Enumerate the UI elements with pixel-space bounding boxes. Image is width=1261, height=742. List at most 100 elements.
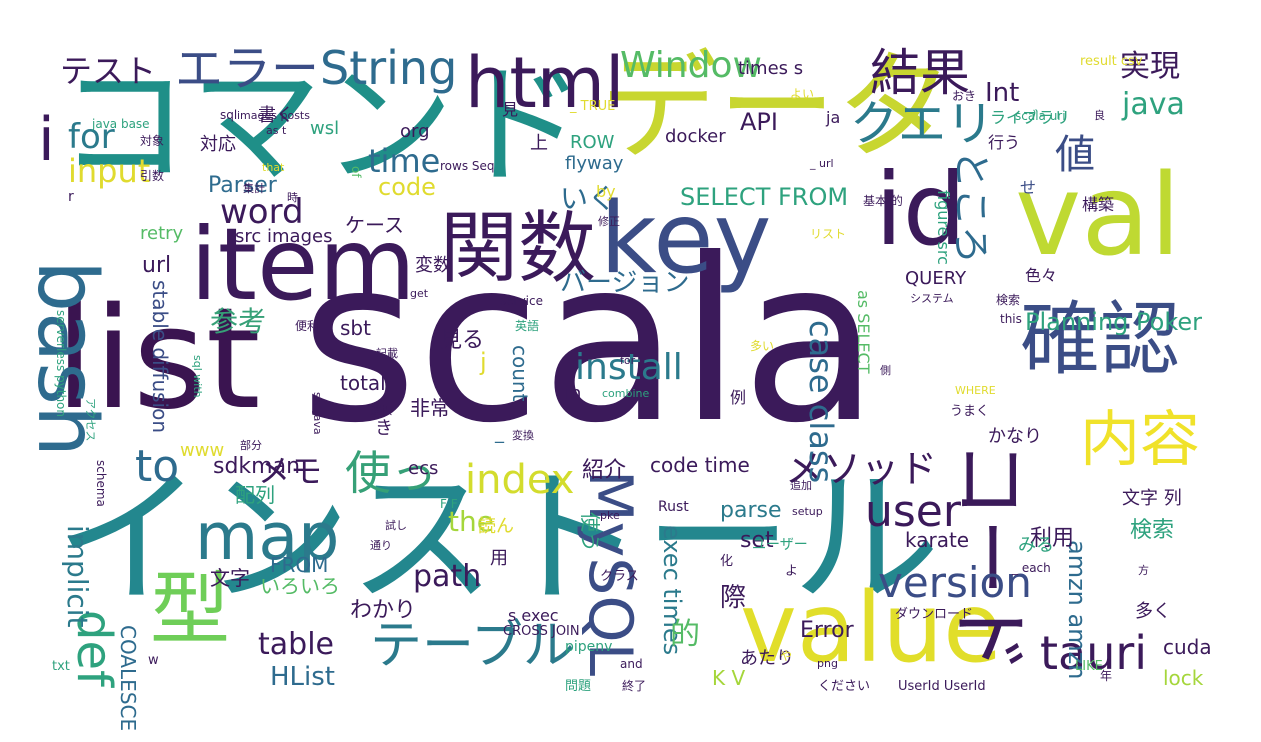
- word-52: Planning Poker: [1025, 308, 1202, 336]
- word-66: 際: [720, 583, 747, 613]
- word-182: png: [817, 657, 838, 670]
- word-141: 年: [1100, 669, 1113, 683]
- word-57: API: [740, 108, 778, 136]
- word-197: 上: [530, 133, 548, 154]
- word-148: scala uri: [1015, 109, 1066, 123]
- word-187: schema: [94, 460, 108, 507]
- word-51: 参考: [210, 305, 267, 338]
- word-87: count: [508, 345, 532, 402]
- word-146: _ TRUE: [570, 99, 616, 114]
- word-93: いろいろ: [260, 574, 340, 598]
- word-106: wsl: [310, 118, 340, 139]
- word-138: 終了: [622, 679, 647, 693]
- word-120: 変数: [415, 255, 451, 276]
- word-118: as SELECT: [854, 290, 873, 374]
- word-190: 良: [1094, 109, 1105, 122]
- word-50: Int: [985, 78, 1020, 108]
- word-42: java: [1122, 87, 1185, 122]
- word-31: version: [878, 558, 1032, 607]
- word-113: ライブラリ: [990, 108, 1071, 127]
- word-117: QUERY: [905, 268, 967, 289]
- word-194: r: [68, 189, 74, 205]
- word-164: 選択: [370, 404, 392, 417]
- word-186: 通り: [370, 539, 392, 552]
- word-49: メモ: [258, 452, 323, 490]
- word-2: コマンド: [58, 49, 586, 203]
- word-137: and: [620, 657, 643, 671]
- word-189: おき: [952, 89, 977, 103]
- word-15: html: [465, 42, 625, 124]
- word-90: www: [180, 440, 225, 461]
- word-145: result csv: [1080, 54, 1143, 69]
- word-151: 引数: [140, 169, 165, 183]
- word-104: ROW: [570, 132, 615, 153]
- word-153: as t: [266, 124, 287, 137]
- word-178: setup: [792, 505, 823, 518]
- word-95: 読ん: [478, 516, 514, 537]
- word-86: total: [340, 371, 386, 395]
- word-67: Error: [800, 618, 854, 643]
- word-83: retry: [140, 223, 184, 244]
- word-46: table: [258, 627, 334, 662]
- word-116: 色々: [1025, 266, 1058, 285]
- word-88: 非常: [410, 396, 450, 420]
- word-13: 関数: [440, 204, 597, 294]
- word-101: 多く: [1135, 601, 1171, 622]
- word-161: 便利: [295, 319, 320, 333]
- word-199: や: [780, 649, 793, 663]
- word-61: url: [142, 253, 172, 278]
- word-143: sql: [220, 108, 238, 122]
- word-132: クラス: [600, 569, 639, 584]
- word-4: データ: [600, 38, 955, 176]
- word-94: 使う: [578, 512, 602, 552]
- word-127: CROSS JOIN: [503, 624, 580, 639]
- word-75: cuda: [1163, 635, 1212, 659]
- word-20: テーブル: [370, 616, 575, 676]
- word-109: times s: [738, 58, 804, 79]
- word-29: to: [135, 441, 180, 492]
- word-79: lock: [1163, 666, 1204, 690]
- word-85: sbt: [340, 316, 371, 340]
- word-183: _ each: [1012, 561, 1051, 575]
- word-125: Rust: [658, 499, 689, 515]
- word-84: src images: [235, 226, 333, 247]
- word-172: システム: [910, 292, 954, 305]
- word-184: 方: [1138, 564, 1149, 577]
- word-144: images posts: [237, 109, 310, 122]
- word-198: _: [495, 423, 504, 444]
- word-28: index: [465, 457, 575, 503]
- word-96: 用: [490, 548, 508, 569]
- word-169: combine: [602, 387, 650, 400]
- word-11: 確認: [1020, 293, 1180, 386]
- word-119: figure src: [934, 190, 953, 265]
- word-92: 文字: [210, 566, 250, 590]
- word-68: sdkman: [213, 454, 301, 479]
- word-14: 型: [150, 563, 230, 656]
- word-130: LIKE: [1075, 659, 1103, 674]
- word-147: rows Seq: [440, 159, 495, 173]
- word-62: わかり: [350, 598, 417, 623]
- word-115: せ: [1020, 178, 1037, 197]
- word-176: 側: [880, 364, 891, 377]
- word-99: かなり: [988, 426, 1042, 447]
- word-64: stable diffusion: [148, 280, 172, 434]
- word-149: 基本 的: [863, 194, 903, 208]
- word-74: 文字 列: [1122, 488, 1182, 509]
- word-191: that: [262, 161, 285, 174]
- word-16: i: [38, 105, 55, 175]
- word-35: Window: [620, 45, 762, 86]
- word-185: 試し: [385, 519, 407, 532]
- word-123: 例: [730, 388, 747, 407]
- word-192: _ url: [810, 157, 834, 170]
- word-47: the: [448, 505, 494, 538]
- word-107: 対応: [200, 134, 236, 155]
- word-124: ユーザー: [752, 537, 808, 553]
- word-24: String: [320, 41, 458, 95]
- word-48: implicit: [61, 525, 94, 628]
- word-122: in: [565, 383, 582, 404]
- word-170: WHERE: [955, 384, 996, 397]
- word-159: 英語: [515, 319, 540, 333]
- word-128: pipenv: [565, 639, 613, 655]
- word-76: COALESCE: [116, 625, 140, 732]
- word-97: 的: [670, 617, 700, 652]
